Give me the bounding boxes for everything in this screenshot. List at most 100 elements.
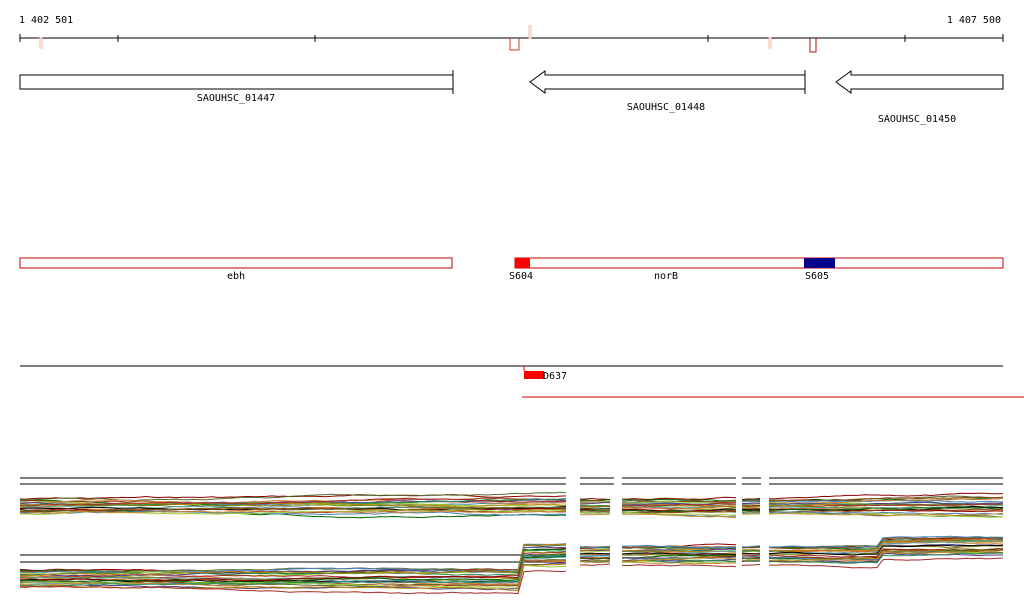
expression-trace bbox=[768, 552, 1004, 564]
site-s605[interactable]: S605 bbox=[804, 258, 835, 282]
expression-trace bbox=[19, 554, 567, 587]
expression-trace bbox=[769, 507, 1004, 511]
expression-trace bbox=[768, 535, 1004, 549]
expression-trace bbox=[768, 496, 1004, 502]
expression-trace bbox=[579, 552, 611, 555]
expression-trace bbox=[19, 564, 567, 588]
expression-trace bbox=[19, 555, 567, 584]
expression-trace bbox=[19, 499, 567, 504]
expression-trace bbox=[19, 498, 566, 507]
ruler-start-label: 1 402 501 bbox=[19, 15, 73, 26]
expression-trace bbox=[621, 511, 736, 516]
site-marker bbox=[804, 258, 835, 268]
expression-trace bbox=[741, 510, 761, 513]
expression-trace bbox=[768, 540, 1003, 555]
expression-trace bbox=[19, 563, 567, 591]
expression-trace bbox=[621, 552, 736, 555]
expression-trace bbox=[621, 505, 737, 510]
expression-trace bbox=[741, 564, 761, 566]
expression-trace bbox=[579, 546, 611, 549]
gene-track: SAOUHSC_01447 SAOUHSC_01448 SAOUHSC_0145… bbox=[19, 70, 1004, 125]
expression-trace bbox=[621, 513, 737, 519]
expression-trace bbox=[621, 502, 737, 507]
expression-trace bbox=[741, 497, 761, 500]
expression-trace bbox=[579, 508, 611, 512]
gene-label: SAOUHSC_01450 bbox=[878, 114, 956, 125]
expression-trace bbox=[768, 512, 1004, 517]
expression-trace bbox=[741, 545, 761, 548]
expression-trace bbox=[768, 505, 1004, 510]
expression-trace bbox=[741, 511, 761, 514]
feature-norb[interactable]: norB bbox=[514, 257, 1004, 282]
site-marker bbox=[515, 258, 530, 268]
expression-trace bbox=[622, 496, 737, 500]
site-label: S604 bbox=[509, 271, 533, 282]
expression-trace bbox=[579, 511, 611, 514]
feature-ebh[interactable]: ebh bbox=[19, 257, 453, 282]
ruler-marker bbox=[809, 38, 817, 53]
feature-label: ebh bbox=[227, 271, 245, 282]
expression-trace bbox=[741, 508, 761, 511]
expression-tracks bbox=[19, 477, 1004, 595]
coordinate-ruler: 1 402 501 1 407 500 bbox=[19, 15, 1004, 53]
site-s604[interactable]: S604 bbox=[509, 258, 533, 282]
expression-trace bbox=[579, 502, 610, 505]
expression-trace bbox=[579, 548, 611, 551]
expression-trace bbox=[741, 500, 761, 503]
expression-trace bbox=[768, 549, 1004, 562]
ruler-marker bbox=[768, 37, 772, 49]
expression-trace bbox=[621, 510, 737, 514]
expression-trace bbox=[19, 554, 567, 582]
expression-trace bbox=[579, 556, 611, 559]
expression-trace bbox=[768, 503, 1004, 508]
expression-trace bbox=[19, 549, 567, 576]
expression-trace bbox=[19, 510, 567, 515]
expression-trace bbox=[579, 510, 611, 513]
expression-trace bbox=[741, 507, 761, 510]
expression-trace bbox=[19, 570, 567, 595]
ruler-marker bbox=[509, 38, 520, 51]
feature-track: ebh norB S604 S605 bbox=[19, 257, 1004, 282]
gene-box bbox=[19, 74, 454, 90]
expression-trace bbox=[741, 509, 760, 512]
expression-trace bbox=[19, 544, 566, 574]
expression-trace bbox=[741, 552, 761, 555]
transcript-mark[interactable] bbox=[524, 371, 544, 379]
expression-trace bbox=[741, 502, 761, 505]
transcript-track: D637 bbox=[20, 365, 1024, 398]
expression-trace bbox=[579, 513, 610, 516]
ruler-end-label: 1 407 500 bbox=[947, 15, 1001, 26]
transcript-mark-label: D637 bbox=[543, 371, 567, 382]
expression-trace bbox=[769, 501, 1004, 505]
expression-trace bbox=[19, 491, 567, 502]
expression-trace bbox=[741, 555, 761, 558]
feature-box bbox=[19, 257, 453, 269]
feature-box bbox=[514, 257, 1004, 269]
expression-trace bbox=[579, 550, 611, 553]
expression-trace bbox=[768, 557, 1004, 569]
gene-saouhsc-01448[interactable]: SAOUHSC_01448 bbox=[529, 70, 806, 113]
gene-arrow bbox=[835, 70, 1004, 94]
expression-trace bbox=[579, 505, 611, 508]
feature-label: norB bbox=[654, 271, 678, 282]
expression-trace bbox=[19, 546, 567, 577]
expression-trace bbox=[768, 508, 1004, 513]
gene-label: SAOUHSC_01448 bbox=[627, 102, 705, 113]
expression-trace bbox=[768, 537, 1004, 550]
expression-trace bbox=[579, 497, 611, 500]
gene-saouhsc-01447[interactable]: SAOUHSC_01447 bbox=[19, 70, 454, 104]
gene-arrow bbox=[529, 70, 806, 94]
expression-trace bbox=[621, 561, 737, 565]
site-label: S605 bbox=[805, 271, 829, 282]
expression-trace bbox=[741, 504, 761, 507]
gene-saouhsc-01450[interactable]: SAOUHSC_01450 bbox=[835, 70, 1004, 125]
expression-trace bbox=[768, 511, 1004, 515]
expression-trace bbox=[741, 554, 761, 557]
expression-trace bbox=[741, 559, 761, 561]
ruler-marker bbox=[528, 25, 532, 39]
expression-trace bbox=[741, 550, 761, 552]
gene-label: SAOUHSC_01447 bbox=[197, 93, 275, 104]
expression-trace bbox=[741, 499, 761, 501]
expression-trace bbox=[621, 564, 737, 568]
